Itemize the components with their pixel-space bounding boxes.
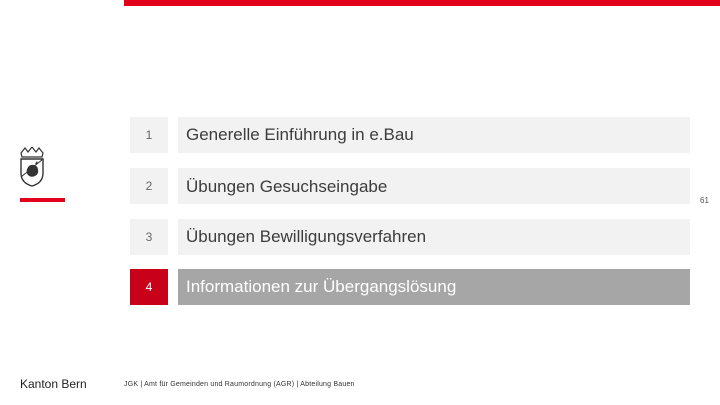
top-accent-bar	[124, 0, 720, 6]
agenda-item-4-active: 4 Informationen zur Übergangslösung	[130, 269, 690, 305]
agenda-item-1: 1 Generelle Einführung in e.Bau	[130, 117, 690, 153]
agenda-number: 2	[130, 168, 168, 204]
agenda-item-3: 3 Übungen Bewilligungsverfahren	[130, 219, 690, 255]
agenda-label: Übungen Bewilligungsverfahren	[178, 219, 690, 255]
agenda-label: Generelle Einführung in e.Bau	[178, 117, 690, 153]
agenda-label: Übungen Gesuchseingabe	[178, 168, 690, 204]
footer-department: JGK | Amt für Gemeinden und Raumordnung …	[124, 381, 355, 388]
agenda-number: 4	[130, 269, 168, 305]
agenda-label: Informationen zur Übergangslösung	[178, 269, 690, 305]
agenda-number: 1	[130, 117, 168, 153]
page-number: 61	[700, 196, 709, 205]
agenda-number: 3	[130, 219, 168, 255]
agenda-item-2: 2 Übungen Gesuchseingabe	[130, 168, 690, 204]
logo-underline	[20, 198, 65, 202]
bern-coat-of-arms-icon	[20, 147, 44, 187]
footer-canton-name: Kanton Bern	[20, 377, 87, 391]
